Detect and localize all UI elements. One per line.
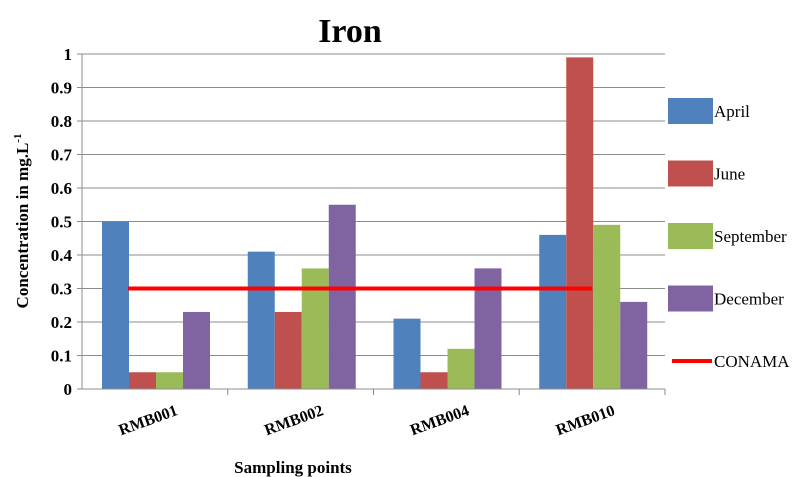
chart-title: Iron [318,13,382,50]
bar-december-rmb002 [328,204,356,389]
legend-swatch-december [668,285,713,312]
y-tick-label: 1 [64,45,73,64]
legend-label-june: June [714,165,745,184]
x-tick-label: RMB001 [117,402,180,439]
y-axis-label-text: Concentration in mg.L [13,143,32,309]
bar-june-rmb002 [274,311,302,389]
legend-label-september: September [714,227,787,246]
bar-september-rmb004 [447,348,475,389]
bar-june-rmb010 [566,57,594,389]
bar-december-rmb004 [474,268,502,389]
y-tick-label: 0.6 [51,179,72,198]
y-axis-label: Concentration in mg.L-1 [12,134,32,309]
bar-september-rmb002 [301,268,329,389]
axes [77,53,666,395]
y-tick-label: 0.9 [51,79,72,98]
legend-swatch-june [668,160,713,187]
y-tick-label: 0.5 [51,213,72,232]
x-tick-labels: RMB001 RMB002 RMB004 RMB010 [117,402,618,439]
x-tick-label: RMB010 [554,402,617,439]
legend-swatch-april [668,98,713,124]
bar-april-rmb004 [393,318,421,389]
legend-label-april: April [714,102,750,121]
bar-june-rmb001 [129,372,156,389]
bar-april-rmb002 [247,251,275,389]
y-tick-label: 0.1 [51,347,72,366]
bar-september-rmb001 [156,372,183,389]
x-tick-label: RMB004 [408,402,471,439]
y-tick-label: 0.7 [51,146,73,165]
bar-december-rmb010 [620,301,648,389]
y-tick-label: 0 [64,380,73,399]
y-tick-label: 0.4 [51,246,73,265]
y-tick-labels: 0 0.1 0.2 0.3 0.4 0.5 0.6 0.7 0.8 0.9 1 [51,45,73,399]
legend-label-december: December [714,290,784,309]
bars [102,57,648,389]
y-axis-label-exponent: -1 [12,134,24,143]
y-tick-label: 0.2 [51,313,72,332]
bar-april-rmb010 [539,234,567,389]
x-tick-label: RMB002 [262,402,325,439]
legend-swatch-september [668,223,713,249]
bar-december-rmb001 [183,311,210,389]
bar-june-rmb004 [420,372,448,389]
y-tick-label: 0.8 [51,112,72,131]
legend: April June September December CONAMA [668,98,790,371]
bar-september-rmb010 [593,224,621,389]
bar-april-rmb001 [102,221,129,389]
x-axis-label: Sampling points [234,458,352,477]
y-tick-label: 0.3 [51,280,72,299]
legend-label-conama: CONAMA [714,352,790,371]
